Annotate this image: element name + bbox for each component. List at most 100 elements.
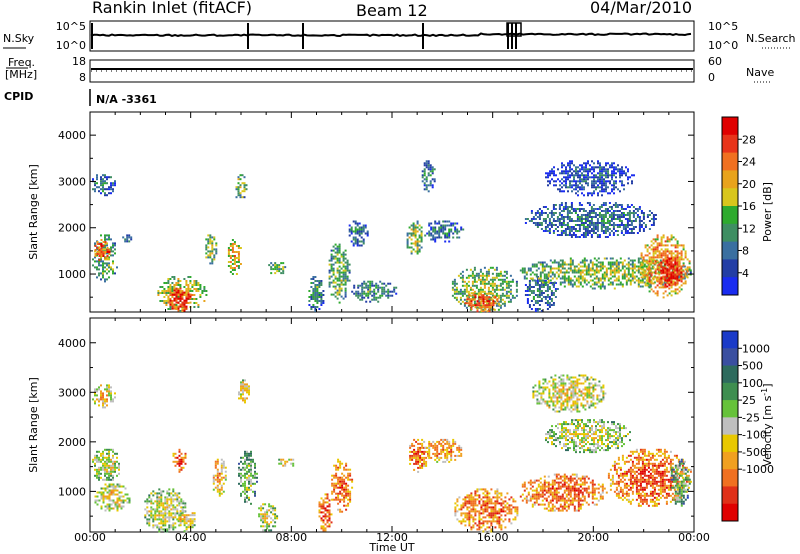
colorbar-tick-label: 28 (742, 133, 756, 146)
echo-region (157, 276, 208, 312)
colorbar-tick-label: 100 (742, 377, 763, 390)
colorbar-swatch (722, 417, 738, 436)
colorbar-swatch (722, 451, 738, 470)
colorbar-tick-label: -500 (742, 446, 767, 459)
colorbar-swatch (722, 152, 738, 171)
power-heatmap (92, 160, 692, 313)
echo-region (318, 493, 333, 532)
velocity-y-axis-label: Slant Range [km] (27, 377, 40, 473)
colorbar-swatch (722, 117, 738, 136)
echo-region (238, 379, 250, 404)
x-tick-label: 04:00 (175, 531, 207, 544)
colorbar-swatch (722, 331, 738, 349)
noise-search-label: N.Search (746, 32, 796, 45)
colorbar-swatch (722, 170, 738, 189)
echo-region (658, 257, 683, 290)
freq-label: Freq. (8, 56, 35, 69)
colorbar-tick-label: 500 (742, 360, 763, 373)
y-tick-label: 4000 (58, 337, 86, 350)
echo-region (227, 239, 242, 275)
echo-region (144, 488, 187, 533)
colorbar-tick-label: 25 (742, 394, 756, 407)
y-tick-label: 1000 (58, 268, 86, 281)
colorbar-tick-label: -25 (742, 411, 760, 424)
echo-region (94, 239, 111, 261)
colorbar-swatch (722, 223, 738, 243)
echo-region (545, 419, 631, 454)
x-tick-label: 00:00 (678, 531, 710, 544)
colorbar-swatch (722, 486, 738, 505)
freq-unit-label: [MHz] (5, 68, 37, 81)
colorbar-swatch (722, 382, 738, 401)
echo-region (235, 174, 248, 199)
colorbar-swatch (722, 503, 738, 522)
y-tick-label: 1000 (58, 485, 86, 498)
echo-region (545, 160, 635, 197)
echo-region (92, 174, 116, 197)
echo-region (92, 384, 116, 409)
echo-region (421, 160, 436, 193)
colorbar-tick-label: 20 (742, 178, 756, 191)
echo-region (92, 448, 120, 481)
noise-panel: N.Sky N.Search 10^5 10^0 10^5 10^0 (3, 20, 796, 52)
echo-region (278, 458, 295, 467)
colorbar-tick-label: 24 (742, 156, 756, 169)
colorbar-tick-label: 4 (742, 267, 749, 280)
echo-region (464, 292, 501, 313)
echo-region (212, 458, 227, 497)
echo-region (328, 243, 351, 304)
colorbar-tick-label: -100 (742, 429, 767, 442)
y-tick-label: 2000 (58, 222, 86, 235)
colorbar-tick-label: 1000 (742, 342, 770, 355)
echo-region (167, 287, 192, 312)
echo-region (524, 202, 657, 238)
colorbar-tick-label: 8 (742, 245, 749, 258)
x-tick-label: 12:00 (376, 531, 408, 544)
echo-region (670, 458, 691, 507)
noise-spike-box (506, 22, 522, 37)
nave-tick-high: 60 (708, 55, 722, 68)
echo-region (409, 438, 430, 473)
power-y-axis-label: Slant Range [km] (27, 164, 40, 260)
freq-tick-high: 18 (72, 55, 86, 68)
echo-region (94, 483, 131, 512)
x-axis-ticks: 00:00 04:00 08:00 12:00 16:00 20:00 00:00 (74, 531, 710, 544)
colorbar-swatch (722, 400, 738, 418)
echo-region (268, 262, 287, 275)
noise-spikes (91, 22, 522, 49)
y-tick-label: 3000 (58, 386, 86, 399)
cpid-label: CPID (4, 90, 33, 103)
colorbar-swatch (722, 241, 738, 260)
echo-region (238, 450, 258, 505)
colorbar-swatch (722, 434, 738, 453)
echo-region (172, 448, 187, 473)
echo-region (177, 508, 196, 533)
velocity-heatmap (92, 374, 692, 533)
colorbar-tick-label: 12 (742, 222, 756, 235)
velocity-panel: 1000 2000 3000 4000 Slant Range [km] 1000 50… (27, 317, 775, 533)
echo-region (519, 257, 692, 290)
noise-tick-low-right: 10^0 (708, 39, 738, 52)
velocity-colorbar-label: Velocity [m s-1] (760, 383, 775, 466)
beam-label: Beam 12 (356, 1, 428, 20)
echo-region (331, 458, 354, 513)
noise-tick-low: 10^0 (56, 39, 86, 52)
echo-region (122, 234, 133, 243)
noise-sky-label: N.Sky (3, 32, 35, 45)
noise-tick-high-right: 10^5 (708, 20, 738, 33)
x-axis-label: Time UT (368, 541, 414, 554)
echo-region (524, 276, 559, 312)
power-panel: 1000 2000 3000 4000 Slant Range [km] 4 8 12 16… (27, 111, 774, 313)
echo-region (424, 438, 463, 463)
echo-region (454, 488, 519, 533)
echo-region (205, 234, 218, 265)
echo-region (424, 220, 465, 243)
colorbar-swatch (722, 188, 738, 207)
echo-region (258, 503, 279, 532)
y-tick-label: 3000 (58, 175, 86, 188)
colorbar-tick-label: -1000 (742, 463, 774, 476)
noise-sky-line (90, 32, 692, 38)
echo-region (308, 276, 325, 312)
cpid-value: N/A -3361 (96, 93, 157, 106)
